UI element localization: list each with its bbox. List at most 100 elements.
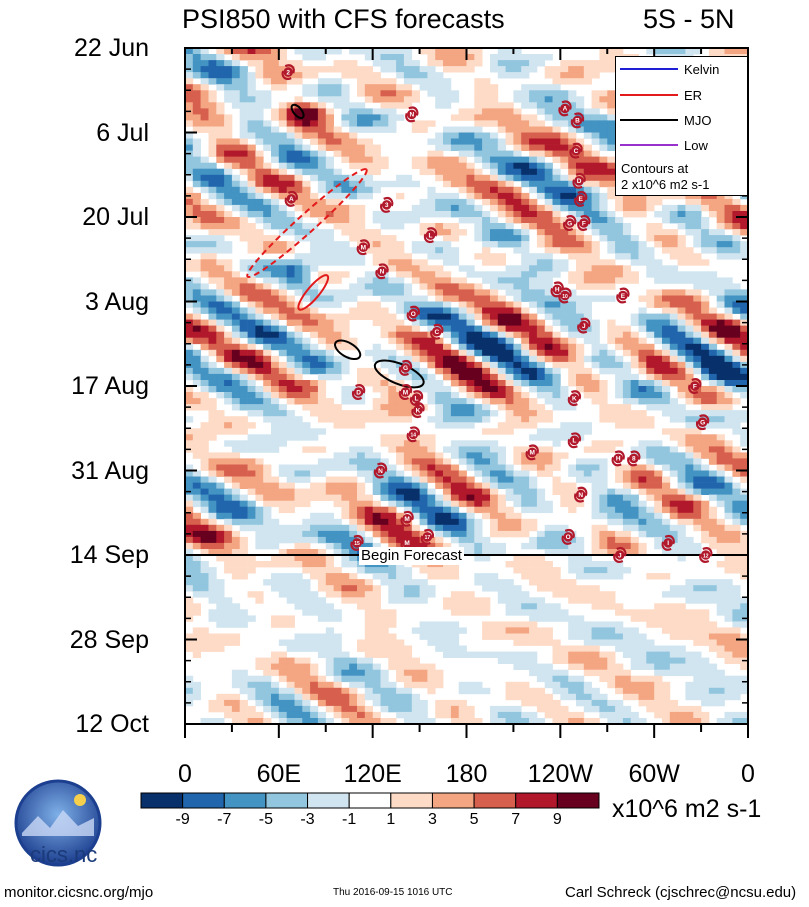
field-cell xyxy=(208,162,217,170)
field-cell xyxy=(380,102,389,109)
field-cell xyxy=(583,132,592,139)
field-cell xyxy=(568,494,577,501)
field-cell xyxy=(427,488,436,495)
field-cell xyxy=(216,331,225,339)
field-cell xyxy=(317,271,327,278)
field-cell xyxy=(544,301,553,308)
field-cell xyxy=(333,168,342,176)
field-cell xyxy=(443,192,452,200)
field-cell xyxy=(200,108,209,115)
field-cell xyxy=(708,343,718,351)
field-cell xyxy=(419,319,428,326)
field-cell xyxy=(677,289,686,296)
field-cell xyxy=(560,500,569,508)
field-cell xyxy=(591,573,600,580)
field-cell xyxy=(669,361,678,369)
field-cell xyxy=(724,561,733,568)
field-cell xyxy=(341,114,350,121)
field-cell xyxy=(591,458,600,465)
field-cell xyxy=(544,283,553,290)
field-cell xyxy=(231,506,241,514)
field-cell xyxy=(208,120,217,127)
field-cell xyxy=(388,416,397,423)
field-cell xyxy=(372,162,381,170)
field-cell xyxy=(372,512,381,520)
field-cell xyxy=(466,349,475,357)
field-cell xyxy=(427,241,436,248)
field-cell xyxy=(474,60,483,67)
field-cell xyxy=(521,253,530,260)
field-cell xyxy=(286,579,295,586)
field-cell xyxy=(599,367,608,375)
field-cell xyxy=(364,591,373,598)
field-cell xyxy=(278,530,287,538)
field-cell xyxy=(544,416,553,423)
field-cell xyxy=(505,283,514,290)
field-cell xyxy=(474,494,483,501)
field-cell xyxy=(419,126,428,133)
field-cell xyxy=(302,223,311,230)
field-cell xyxy=(271,247,280,254)
field-cell xyxy=(482,446,491,453)
field-cell xyxy=(450,96,460,103)
field-cell xyxy=(662,518,671,526)
field-cell xyxy=(396,114,405,121)
field-cell xyxy=(200,373,209,381)
field-cell xyxy=(278,289,287,296)
field-cell xyxy=(701,307,710,314)
field-cell xyxy=(513,235,522,242)
field-cell xyxy=(357,488,366,495)
field-cell xyxy=(536,542,546,550)
field-cell xyxy=(654,319,663,326)
field-cell xyxy=(466,506,475,514)
field-cell xyxy=(490,367,499,375)
field-cell xyxy=(435,78,444,85)
field-cell xyxy=(263,494,272,501)
field-cell xyxy=(630,271,639,278)
field-cell xyxy=(677,428,686,435)
field-cell xyxy=(552,524,561,532)
field-cell xyxy=(380,579,389,586)
field-cell xyxy=(497,253,506,260)
field-cell xyxy=(497,476,506,483)
field-cell xyxy=(247,289,256,296)
field-cell xyxy=(536,307,546,314)
field-cell xyxy=(294,60,303,67)
field-cell xyxy=(247,301,256,308)
field-cell xyxy=(294,355,303,363)
field-cell xyxy=(615,488,624,495)
field-cell xyxy=(380,398,389,405)
field-cell xyxy=(263,331,272,339)
field-cell xyxy=(490,464,499,471)
field-cell xyxy=(255,464,264,471)
field-cell xyxy=(200,536,209,544)
field-cell xyxy=(716,585,725,592)
field-cell xyxy=(224,494,233,501)
field-cell xyxy=(458,398,467,405)
field-cell xyxy=(458,180,467,188)
field-cell xyxy=(403,289,413,296)
field-cell xyxy=(333,217,342,224)
field-cell xyxy=(341,120,350,127)
field-cell xyxy=(490,192,499,200)
field-cell xyxy=(294,223,303,230)
field-cell xyxy=(333,518,342,526)
field-cell xyxy=(216,367,225,375)
field-cell xyxy=(372,458,381,465)
field-cell xyxy=(349,235,358,242)
field-cell xyxy=(216,186,225,194)
field-cell xyxy=(263,349,272,357)
field-cell xyxy=(576,549,585,556)
field-cell xyxy=(192,84,201,91)
field-cell xyxy=(536,428,546,435)
field-cell xyxy=(599,96,608,103)
field-cell xyxy=(411,542,420,550)
field-cell xyxy=(278,536,287,544)
field-cell xyxy=(544,530,553,538)
field-cell xyxy=(224,271,233,278)
field-cell xyxy=(513,307,522,314)
field-cell xyxy=(255,561,264,568)
field-cell xyxy=(708,313,718,320)
field-cell xyxy=(474,283,483,290)
field-cell xyxy=(255,355,264,363)
